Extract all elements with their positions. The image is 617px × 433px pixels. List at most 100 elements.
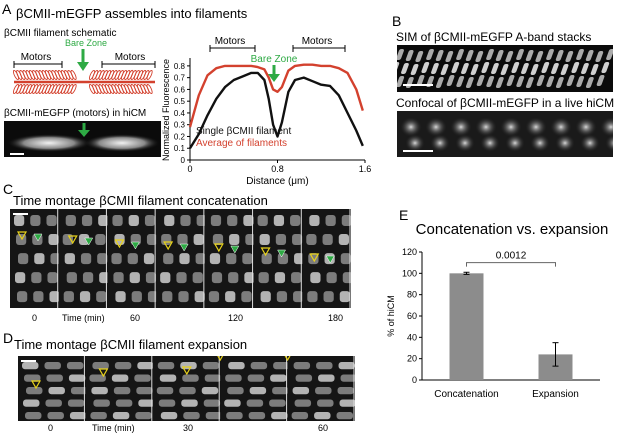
sim-stripe [555,50,564,61]
yellow-marker-icon [16,231,28,241]
myofibril-band [143,253,155,265]
sim-stripe [565,51,574,62]
micrograph-arrow-icon [78,123,90,137]
myofibril-band [208,291,220,303]
confocal-blob [605,134,613,152]
myofibril-band [97,253,108,265]
sim-stripe [397,49,404,60]
sim-stripe [435,77,444,88]
sim-stripe [606,49,613,60]
bar-chart: Concatenation vs. expansion 0 20 40 60 80 100… [386,221,608,400]
myofibril-band [81,215,93,226]
confocal-blob [550,117,572,137]
sim-stripe [521,63,529,74]
myofibril-band [68,374,86,382]
myofibril-band [293,291,304,303]
myofibril-band [203,399,221,407]
myofibril-band [294,399,312,407]
sim-stripe [446,75,455,86]
myofibril-band [159,374,177,382]
myofibril-band [82,272,94,284]
panel-letter-a: A [2,1,12,17]
myofibril-band [257,215,268,226]
panel-c-title: Time montage βCMII filament concatenatio… [13,193,268,208]
montage-concatenation [10,209,353,308]
myofibril-band [30,215,41,226]
motor-head [70,69,77,81]
myofibril-band [24,374,41,382]
myofibril-band [339,291,350,303]
profile-y-tick-label: 0.3 [174,121,186,130]
sim-stripe [465,50,474,61]
sim-stripe [431,63,439,74]
bar-category-label: Expansion [532,389,579,400]
myofibril-band [146,234,158,246]
myofibril-band [181,399,198,407]
yellow-marker-icon [260,247,271,257]
schematic-motors-right-label: Motors [115,52,146,63]
sim-stripe [566,75,575,86]
myofibril-band [204,374,222,382]
myofibril-band [271,412,288,420]
sim-stripe [560,64,569,75]
myofibril-band [182,374,199,382]
myofibril-band [224,399,241,407]
myofibril-band [47,412,64,420]
sim-stripe [405,50,414,61]
panel-d-title: Time montage βCMII filament expansion [14,337,248,352]
myofibril-band [96,291,107,303]
myofibril-band [336,412,353,420]
montage-frame [156,209,207,308]
myofibril-band [314,412,331,420]
confocal-blob [480,134,500,152]
profile-y-tick-label: 0.7 [174,74,186,83]
sim-stripe [405,77,414,88]
myofibril-band [131,291,142,303]
profile-x-label: Distance (μm) [246,176,308,187]
myofibril-band [144,215,156,226]
myofibril-band [242,253,253,265]
myofibril-band [249,387,267,395]
myofibril-band [340,374,357,382]
c-time-axis-label: Time (min) [62,313,105,323]
myofibril-band [66,272,77,284]
panel-letter-e: E [399,207,409,223]
myofibril-band [269,399,286,407]
sim-stripe [415,51,424,62]
myofibril-band [293,362,311,370]
sim-stripe [530,64,539,75]
sim-stripe [535,51,544,62]
myofibril-band [26,387,43,395]
myofibril-band [62,234,73,246]
c-time-120: 120 [228,313,244,323]
motor-head [146,83,153,95]
panel-letter-b: B [392,13,402,29]
sim-stripe [456,76,465,87]
bar-y-tick-label: 100 [402,268,417,278]
myofibril-band [210,215,222,226]
myofibril-band [113,387,131,395]
sim-stripe [571,62,580,73]
myofibril-band [291,272,302,284]
myofibril-band [326,272,337,284]
myofibril-band [34,253,45,265]
myofibril-band [276,291,288,303]
montage-frame [18,356,88,421]
sim-stripe [595,51,604,62]
myofibril-band [63,291,74,303]
myofibril-band [180,362,197,370]
green-marker-icon [84,237,94,246]
confocal-blob [555,134,575,152]
myofibril-band [212,234,224,246]
confocal-blob [530,134,550,152]
bar-y-tick-label: 80 [407,290,417,300]
yellow-marker-icon [213,243,224,253]
montage-frame [58,209,110,308]
panel-a-title: βCMII-mEGFP assembles into filaments [16,6,248,21]
sim-stripe [516,76,525,87]
c-time-180: 180 [328,313,344,323]
sim-stripe [525,77,534,88]
profile-x-tick-label: 0 [187,164,192,174]
myofibril-band [323,291,334,303]
myofibril-band [113,272,124,284]
